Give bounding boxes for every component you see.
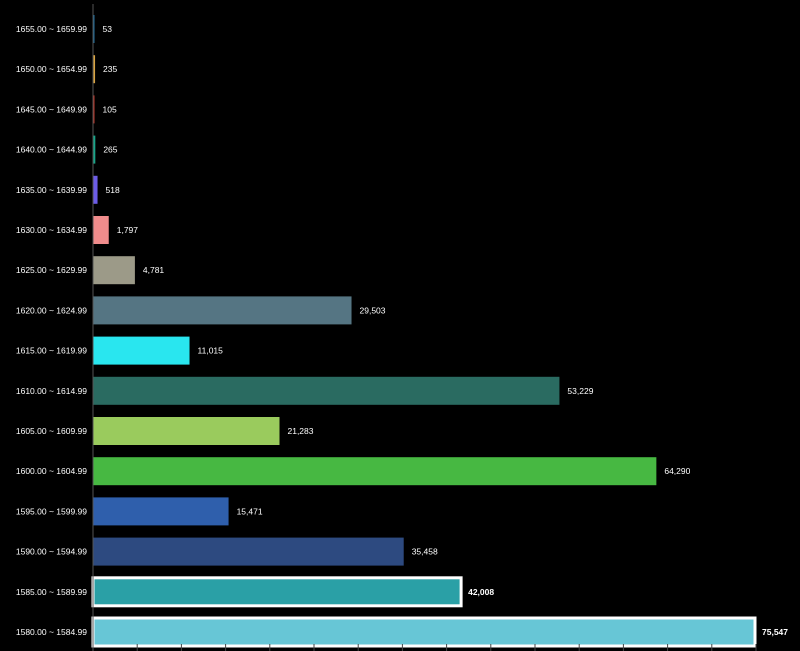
category-label: 1655.00 ~ 1659.99 xyxy=(16,24,87,34)
value-label: 4,781 xyxy=(143,265,165,275)
bar-1640-00-1644-99[interactable] xyxy=(93,135,96,164)
bar-1605-00-1609-99[interactable] xyxy=(93,417,280,445)
value-label: 11,015 xyxy=(198,346,224,356)
category-label: 1615.00 ~ 1619.99 xyxy=(16,346,87,356)
bar-1600-00-1604-99[interactable] xyxy=(93,457,657,486)
bar-1630-00-1634-99[interactable] xyxy=(93,216,109,244)
category-label: 1650.00 ~ 1654.99 xyxy=(16,64,87,74)
value-label: 1,797 xyxy=(117,225,139,235)
bar-1590-00-1594-99[interactable] xyxy=(93,537,404,566)
value-label: 518 xyxy=(106,185,120,195)
category-label: 1600.00 ~ 1604.99 xyxy=(16,466,87,476)
value-label: 64,290 xyxy=(664,466,690,476)
value-label: 15,471 xyxy=(237,506,263,516)
category-label: 1640.00 ~ 1644.99 xyxy=(16,145,87,155)
value-labels-group: 53 235 105 265 518 1,797 4,781 29,503 11,015 53,2… xyxy=(103,24,789,637)
category-label: 1630.00 ~ 1634.99 xyxy=(16,225,87,235)
category-label: 1590.00 ~ 1594.99 xyxy=(16,547,87,557)
bar-1620-00-1624-99[interactable] xyxy=(93,296,352,325)
value-label: 105 xyxy=(103,104,117,114)
bar-1635-00-1639-99[interactable] xyxy=(93,175,98,204)
value-label: 53,229 xyxy=(567,386,593,396)
category-label: 1605.00 ~ 1609.99 xyxy=(16,426,87,436)
category-label: 1610.00 ~ 1614.99 xyxy=(16,386,87,396)
category-label: 1625.00 ~ 1629.99 xyxy=(16,265,87,275)
category-label: 1580.00 ~ 1584.99 xyxy=(16,627,87,637)
category-label: 1585.00 ~ 1589.99 xyxy=(16,587,87,597)
value-label: 29,503 xyxy=(360,305,386,315)
bar-1625-00-1629-99[interactable] xyxy=(93,256,135,285)
category-label: 1645.00 ~ 1649.99 xyxy=(16,104,87,114)
bar-1615-00-1619-99[interactable] xyxy=(93,336,190,365)
category-label: 1635.00 ~ 1639.99 xyxy=(16,185,87,195)
bars-group xyxy=(91,15,757,648)
value-label: 35,458 xyxy=(412,547,438,557)
bar-1610-00-1614-99[interactable] xyxy=(93,376,560,405)
bar-1645-00-1649-99[interactable] xyxy=(93,95,95,124)
value-label: 21,283 xyxy=(287,426,313,436)
bar-1650-00-1654-99[interactable] xyxy=(93,55,96,84)
axis-group xyxy=(92,4,757,651)
bar-1655-00-1659-99[interactable] xyxy=(93,15,95,43)
value-label: 42,008 xyxy=(468,587,494,597)
bar-1595-00-1599-99[interactable] xyxy=(93,497,229,526)
value-label: 75,547 xyxy=(762,627,788,637)
category-label: 1595.00 ~ 1599.99 xyxy=(16,506,87,516)
bar-1585-00-1589-99[interactable] xyxy=(91,576,463,608)
value-label: 235 xyxy=(103,64,117,74)
value-label: 265 xyxy=(103,145,117,155)
bar-1580-00-1584-99[interactable] xyxy=(91,616,757,648)
category-label: 1620.00 ~ 1624.99 xyxy=(16,305,87,315)
value-label: 53 xyxy=(103,24,113,34)
category-labels-group: 1655.00 ~ 1659.99 1650.00 ~ 1654.99 1645.0… xyxy=(16,24,87,637)
